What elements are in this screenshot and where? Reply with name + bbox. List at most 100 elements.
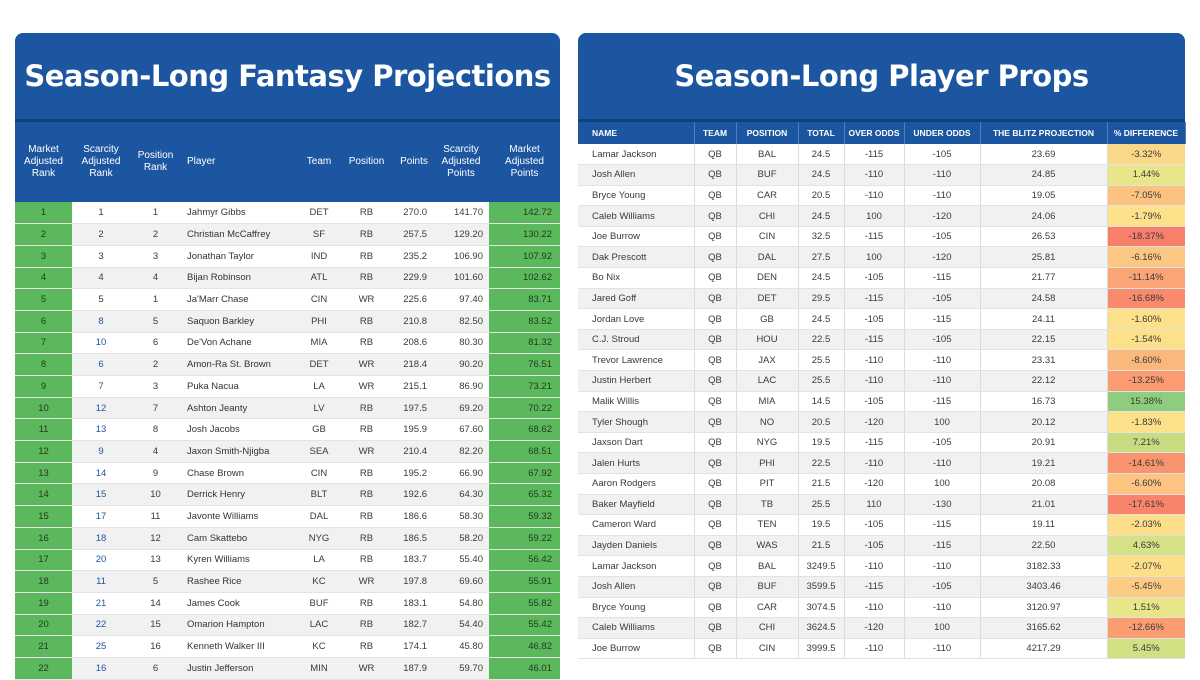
- market-points-cell: 81.32: [489, 332, 560, 355]
- table-row: 14 15 10 Derrick Henry BLT RB 192.6 64.30 65.32: [15, 483, 560, 507]
- player-name-cell: Jordan Love: [578, 308, 695, 330]
- player-name-cell: Jonathan Taylor: [181, 245, 300, 268]
- table-row: Dak Prescott QB DAL 27.5 100 -120 25.81 -6.16%: [578, 246, 1185, 269]
- over-odds-cell: -110: [844, 370, 905, 392]
- player-name-cell: James Cook: [181, 592, 300, 615]
- col-header-position[interactable]: POSITION: [736, 122, 799, 144]
- table-row: 11 13 8 Josh Jacobs GB RB 195.9 67.60 68.62: [15, 418, 560, 442]
- col-header-team[interactable]: TEAM: [694, 122, 737, 144]
- scarcity-points-cell: 129.20: [433, 223, 489, 246]
- col-header-scarcity-points[interactable]: Scarcity Adjusted Points: [433, 122, 489, 202]
- col-header-scarcity-rank[interactable]: Scarcity Adjusted Rank: [72, 122, 130, 202]
- points-cell: 195.2: [395, 462, 433, 485]
- player-name-cell: Ja'Marr Chase: [181, 288, 300, 311]
- position-rank-cell: 2: [130, 223, 181, 246]
- scarcity-rank-cell: 6: [72, 353, 130, 376]
- player-name-cell: Rashee Rice: [181, 570, 300, 593]
- position-cell: RB: [338, 310, 395, 333]
- over-odds-cell: -110: [844, 555, 905, 577]
- under-odds-cell: -110: [904, 370, 981, 392]
- col-header-over-odds[interactable]: OVER ODDS: [844, 122, 905, 144]
- fantasy-projections-panel: Season-Long Fantasy Projections Market A…: [15, 33, 560, 680]
- over-odds-cell: -115: [844, 288, 905, 310]
- market-rank-cell: 13: [15, 462, 72, 485]
- team-cell: QB: [694, 185, 737, 207]
- scarcity-points-cell: 66.90: [433, 462, 489, 485]
- col-header-position-rank[interactable]: Position Rank: [130, 122, 181, 202]
- col-header-points[interactable]: Points: [395, 122, 433, 202]
- player-props-title: Season-Long Player Props: [674, 59, 1089, 93]
- position-cell: RB: [338, 397, 395, 420]
- table-row: 3 3 3 Jonathan Taylor IND RB 235.2 106.90 107.92: [15, 245, 560, 268]
- position-cell: RB: [338, 202, 395, 225]
- table-row: Lamar Jackson QB BAL 24.5 -115 -105 23.69 -3.32…: [578, 144, 1185, 166]
- player-name-cell: Caleb Williams: [578, 617, 695, 639]
- pct-difference-cell: -12.66%: [1107, 617, 1185, 639]
- team-cell: LA: [300, 549, 338, 572]
- market-rank-cell: 10: [15, 397, 72, 420]
- col-header-total[interactable]: TOTAL: [798, 122, 845, 144]
- player-name-cell: Chase Brown: [181, 462, 300, 485]
- points-cell: 218.4: [395, 353, 433, 376]
- team-cell: GB: [300, 418, 338, 442]
- market-rank-cell: 22: [15, 657, 72, 680]
- col-header-market-rank[interactable]: Market Adjusted Rank: [15, 122, 72, 202]
- team-cell: MIN: [300, 657, 338, 680]
- team-cell: QB: [694, 226, 737, 248]
- col-header-position[interactable]: Position: [338, 122, 395, 202]
- player-name-cell: De'Von Achane: [181, 332, 300, 355]
- team-cell: ATL: [300, 267, 338, 290]
- col-header-under-odds[interactable]: UNDER ODDS: [904, 122, 981, 144]
- over-odds-cell: -105: [844, 267, 905, 289]
- col-header-team[interactable]: Team: [300, 122, 338, 202]
- scarcity-points-cell: 59.70: [433, 657, 489, 680]
- player-name-cell: Cameron Ward: [578, 514, 695, 536]
- player-name-cell: Kenneth Walker III: [181, 635, 300, 658]
- total-cell: 25.5: [798, 494, 845, 516]
- position-cell: HOU: [736, 329, 799, 351]
- team-cell: BUF: [300, 592, 338, 615]
- position-rank-cell: 7: [130, 397, 181, 420]
- player-name-cell: Malik Willis: [578, 391, 695, 413]
- points-cell: 182.7: [395, 614, 433, 637]
- points-cell: 183.7: [395, 549, 433, 572]
- position-rank-cell: 4: [130, 440, 181, 463]
- col-header-blitz-projection[interactable]: THE BLITZ PROJECTION: [980, 122, 1108, 144]
- col-header-player[interactable]: Player: [181, 122, 300, 202]
- table-row: Cameron Ward QB TEN 19.5 -105 -115 19.11 -2.03%: [578, 514, 1185, 536]
- under-odds-cell: -105: [904, 576, 981, 598]
- player-name-cell: Dak Prescott: [578, 246, 695, 269]
- scarcity-points-cell: 58.20: [433, 527, 489, 550]
- points-cell: 197.8: [395, 570, 433, 593]
- projection-cell: 24.11: [980, 308, 1108, 330]
- player-name-cell: Puka Nacua: [181, 375, 300, 398]
- scarcity-rank-cell: 7: [72, 375, 130, 398]
- scarcity-rank-cell: 18: [72, 527, 130, 550]
- scarcity-points-cell: 97.40: [433, 288, 489, 311]
- points-cell: 208.6: [395, 332, 433, 355]
- under-odds-cell: -110: [904, 164, 981, 186]
- team-cell: IND: [300, 245, 338, 268]
- scarcity-points-cell: 86.90: [433, 375, 489, 398]
- position-rank-cell: 15: [130, 614, 181, 637]
- position-cell: RB: [338, 505, 395, 528]
- col-header-pct-difference[interactable]: % DIFFERENCE: [1107, 122, 1186, 144]
- scarcity-rank-cell: 3: [72, 245, 130, 268]
- col-header-name[interactable]: NAME: [578, 122, 695, 144]
- table-row: 7 10 6 De'Von Achane MIA RB 208.6 80.30 81.32: [15, 332, 560, 355]
- col-header-market-points[interactable]: Market Adjusted Points: [489, 122, 560, 202]
- player-name-cell: Jayden Daniels: [578, 535, 695, 557]
- pct-difference-cell: -1.79%: [1107, 205, 1185, 227]
- total-cell: 19.5: [798, 514, 845, 536]
- over-odds-cell: -105: [844, 308, 905, 330]
- table-row: Bo Nix QB DEN 24.5 -105 -115 21.77 -11.14%: [578, 267, 1185, 289]
- market-rank-cell: 16: [15, 527, 72, 550]
- total-cell: 20.5: [798, 185, 845, 207]
- player-name-cell: Javonte Williams: [181, 505, 300, 528]
- under-odds-cell: -115: [904, 267, 981, 289]
- pct-difference-cell: 4.63%: [1107, 535, 1185, 557]
- fantasy-projections-title: Season-Long Fantasy Projections: [24, 59, 551, 93]
- scarcity-rank-cell: 20: [72, 549, 130, 572]
- pct-difference-cell: -1.54%: [1107, 329, 1185, 351]
- table-row: Josh Allen QB BUF 24.5 -110 -110 24.85 1.44%: [578, 164, 1185, 186]
